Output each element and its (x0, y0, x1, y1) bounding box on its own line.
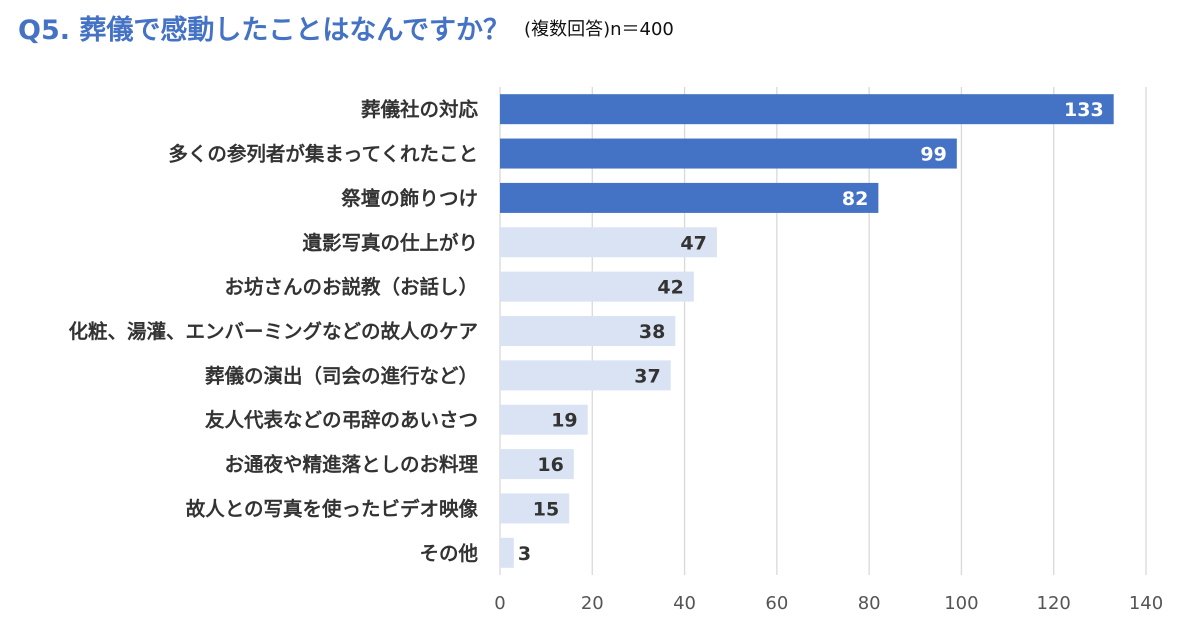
category-label: 遺影写真の仕上がり (302, 231, 478, 254)
data-label: 16 (537, 454, 563, 476)
category-label: その他 (419, 542, 478, 565)
data-label: 82 (842, 188, 868, 210)
bar (500, 138, 957, 169)
bar (500, 449, 574, 480)
category-label: 多くの参列者が集まってくれたこと (168, 143, 478, 166)
data-label: 47 (680, 232, 706, 254)
category-label: お坊さんのお説教（お話し） (224, 276, 478, 299)
data-label: 15 (533, 498, 559, 520)
x-tick-label: 80 (858, 593, 881, 614)
category-label: 友人代表などの弔辞のあいさつ (205, 409, 478, 432)
chart-title: Q5. 葬儀で感動したことはなんですか？ (18, 15, 511, 46)
chart-subtitle: (複数回答)n＝400 (524, 18, 674, 40)
x-tick-label: 60 (765, 593, 788, 614)
bar (500, 316, 676, 346)
x-tick-label: 40 (673, 593, 696, 614)
bar (500, 271, 694, 302)
bar (500, 537, 514, 568)
data-label: 19 (551, 410, 577, 432)
category-label: 祭壇の飾りつけ (340, 187, 478, 210)
category-label: お通夜や精進落としのお料理 (224, 453, 478, 476)
x-tick-label: 120 (1037, 593, 1071, 614)
data-label: 99 (920, 144, 946, 166)
category-label: 葬儀社の対応 (361, 98, 479, 121)
category-label: 化粧、湯灌、エンバーミングなどの故人のケア (68, 320, 478, 343)
bar (500, 94, 1114, 125)
bar (500, 360, 671, 391)
x-tick-label: 20 (581, 593, 604, 614)
data-label: 38 (639, 321, 665, 343)
x-tick-label: 100 (944, 593, 978, 614)
data-label: 3 (518, 543, 531, 565)
bar (500, 182, 879, 213)
bar (500, 404, 588, 435)
category-label: 葬儀の演出（司会の進行など） (205, 364, 478, 387)
value-labels: 133 99 82 47 42 38 37 19 16 15 3 (518, 99, 1104, 565)
category-label: 故人との写真を使ったビデオ映像 (186, 497, 479, 520)
x-tick-label: 0 (494, 593, 505, 614)
data-label: 37 (634, 365, 660, 387)
bar (500, 493, 570, 524)
chart-title-row: Q5. 葬儀で感動したことはなんですか？ (複数回答)n＝400 (18, 8, 674, 48)
bars (500, 94, 1114, 568)
category-labels: 葬儀社の対応多くの参列者が集まってくれたこと祭壇の飾りつけ遺影写真の仕上がりお坊… (68, 98, 478, 565)
data-label: 133 (1064, 99, 1104, 121)
bar (500, 227, 717, 258)
x-axis-ticks: 0 20 40 60 80 100 120 140 (494, 593, 1163, 614)
data-label: 42 (657, 277, 683, 299)
x-tick-label: 140 (1129, 593, 1163, 614)
